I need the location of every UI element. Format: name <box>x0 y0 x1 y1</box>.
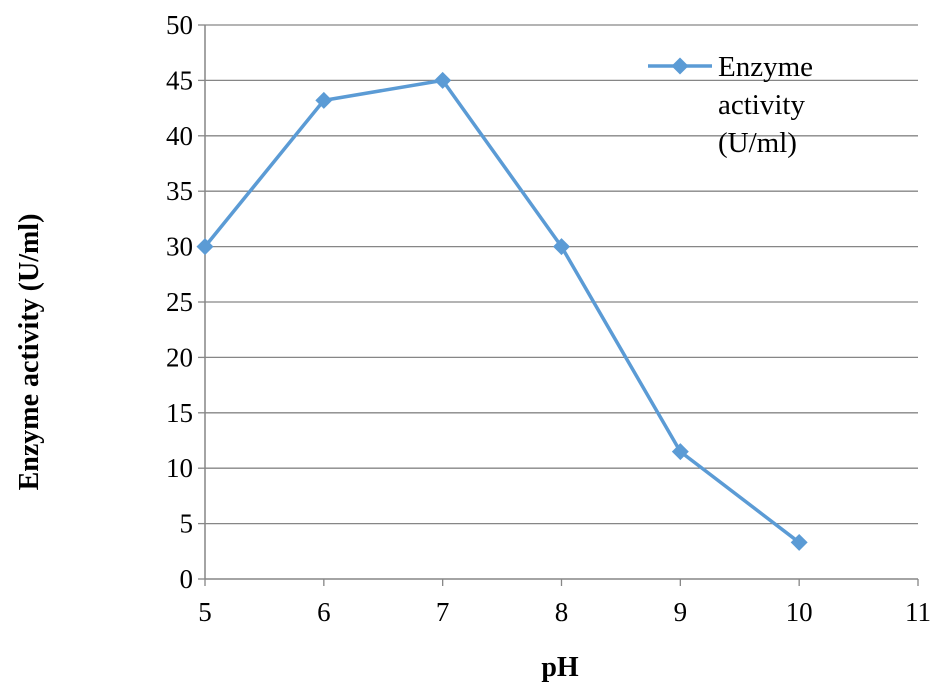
data-point-marker <box>553 238 570 256</box>
axes <box>198 24 919 586</box>
y-tick-label: 45 <box>166 65 193 95</box>
y-tick-label: 50 <box>166 10 193 40</box>
data-series <box>196 71 808 551</box>
x-tick-label: 8 <box>555 597 569 627</box>
legend-label-line-2: activity <box>718 89 805 121</box>
y-axis-title: Enzyme activity (U/ml) <box>14 214 45 491</box>
y-tick-labels: 0 5 10 15 20 25 30 35 40 45 50 <box>166 10 193 594</box>
x-tick-label: 11 <box>905 597 931 627</box>
x-tick-labels: 5 6 7 8 9 10 11 <box>198 597 931 627</box>
legend-label-line-1: Enzyme <box>718 51 813 83</box>
data-point-marker <box>790 533 808 551</box>
x-tick-label: 6 <box>317 597 331 627</box>
y-tick-label: 0 <box>180 564 194 594</box>
y-tick-label: 25 <box>166 287 193 317</box>
data-point-marker <box>671 443 689 461</box>
legend-label-line-3: (U/ml) <box>718 127 797 159</box>
x-tick-label: 7 <box>436 597 450 627</box>
y-tick-label: 15 <box>166 398 193 428</box>
x-axis-title: pH <box>541 652 579 683</box>
series-line <box>203 78 801 544</box>
data-point-marker <box>196 238 214 256</box>
y-tick-label: 30 <box>166 232 193 262</box>
data-point-marker <box>434 71 452 89</box>
x-tick-label: 5 <box>198 597 212 627</box>
data-point-marker <box>315 91 333 109</box>
legend: Enzyme activity (U/ml) <box>648 51 813 159</box>
y-tick-label: 20 <box>166 342 193 372</box>
y-tick-label: 40 <box>166 121 193 151</box>
y-tick-label: 10 <box>166 453 193 483</box>
x-tick-label: 10 <box>786 597 813 627</box>
gridlines <box>205 24 918 525</box>
y-tick-label: 35 <box>166 176 193 206</box>
y-tick-label: 5 <box>180 509 194 539</box>
x-tick-label: 9 <box>674 597 688 627</box>
legend-marker-swatch <box>671 57 689 75</box>
